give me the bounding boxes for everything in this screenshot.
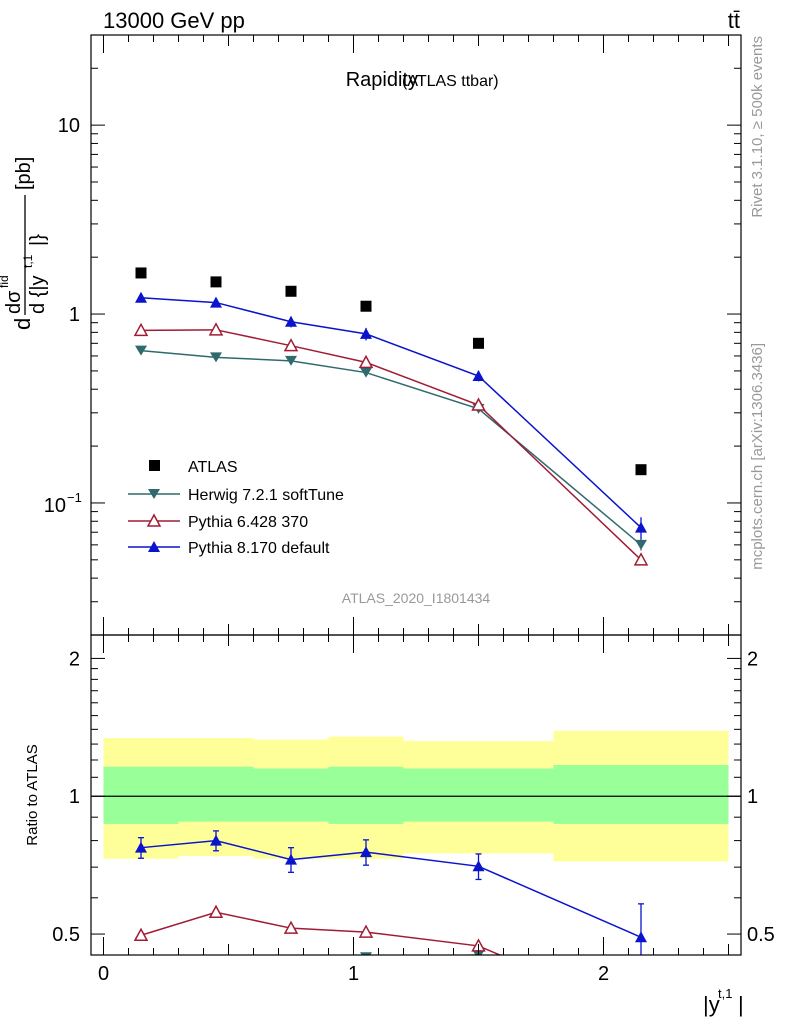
data-point-herwig	[635, 539, 647, 550]
ratio-ytick-label-right: 1	[747, 786, 758, 808]
data-point-pythia6	[133, 322, 149, 337]
data-point-pythia6	[283, 338, 299, 352]
main-ytick-label: 10	[58, 115, 80, 137]
ratio-ylabel: Ratio to ATLAS	[24, 744, 41, 845]
ratio-ytick-label-left: 2	[69, 648, 80, 670]
main-ytick-label: 10	[44, 495, 66, 517]
data-point-atlas	[210, 276, 222, 288]
ratio-point-pythia6	[133, 927, 149, 941]
ratio-point-pythia6	[208, 904, 224, 918]
legend-marker-pythia6	[146, 513, 162, 527]
ratio-xtick-label: 2	[598, 963, 609, 985]
ratio-ytick-label-right: 2	[747, 648, 758, 670]
ratio-line-pythia8	[140, 839, 642, 938]
svg-text:|: |	[738, 992, 744, 1017]
ratio-point-pythia8	[135, 841, 147, 853]
ratio-point-pythia8	[360, 846, 372, 858]
ratio-point-pythia6	[283, 920, 299, 934]
main-ytick-label: 1	[69, 304, 80, 326]
data-point-pythia8	[135, 291, 147, 303]
svg-text:d: d	[10, 318, 35, 330]
ratio-point-pythia6	[635, 1009, 647, 1020]
ratio-point-herwig	[285, 960, 297, 970]
process-label: tt̄	[728, 8, 740, 33]
ratio-line-pythia6	[140, 911, 502, 955]
ratio-point-pythia8	[210, 834, 222, 846]
svg-text:d {|y: d {|y	[27, 275, 49, 314]
data-point-pythia6	[633, 552, 649, 566]
svg-text:|}: |}	[27, 234, 49, 246]
ratio-band-inner	[103, 766, 179, 824]
series-line-pythia6	[140, 329, 642, 561]
ratio-point-herwig	[210, 974, 222, 984]
svg-text:fid: fid	[0, 275, 11, 288]
svg-text:[pb]: [pb]	[13, 157, 35, 190]
ratio-band-inner	[253, 768, 329, 822]
ratio-frame	[90, 634, 742, 956]
data-point-pythia8	[285, 315, 297, 327]
data-point-pythia8	[472, 369, 485, 381]
ratio-band-inner	[403, 768, 554, 822]
ratio-ytick-label-right: 0.5	[747, 924, 775, 946]
data-point-pythia6	[471, 397, 486, 411]
ratio-point-pythia8	[635, 931, 647, 943]
ratio-ytick-label-left: 1	[69, 786, 80, 808]
ratio-ytick-label-left: 0.5	[52, 924, 80, 946]
data-point-herwig	[360, 367, 372, 378]
ratio-line-herwig	[440, 954, 484, 955]
data-point-atlas	[285, 285, 297, 297]
energy-label: 13000 GeV pp	[103, 8, 245, 33]
data-point-herwig	[285, 355, 297, 366]
analysis-id: ATLAS_2020_I1801434	[342, 590, 491, 606]
svg-text:t,1: t,1	[21, 254, 35, 268]
svg-text:t,1: t,1	[718, 986, 732, 1001]
ratio-point-pythia8	[472, 860, 485, 872]
ratio-band-inner	[328, 766, 404, 824]
main-ylabel: d dσ fid d {|y t,1 |} [pb]	[0, 157, 49, 330]
svg-text:dσ: dσ	[3, 290, 25, 314]
series-line-pythia8	[140, 296, 642, 529]
ratio-band-inner	[178, 766, 254, 822]
ratio-point-pythia6	[358, 924, 374, 938]
ratio-point-pythia8	[285, 853, 297, 865]
data-point-atlas	[360, 300, 372, 312]
rivet-label: Rivet 3.1.10, ≥ 500k events	[749, 36, 766, 218]
ratio-xtick-label: 1	[348, 963, 359, 985]
ratio-band-inner	[553, 765, 729, 824]
plot-title: Rapidity	[346, 69, 418, 91]
data-point-pythia8	[635, 521, 647, 533]
legend: ATLAS Herwig 7.2.1 softTune Pythia 6.428…	[128, 459, 344, 557]
data-point-pythia8	[210, 296, 222, 308]
legend-label-herwig: Herwig 7.2.1 softTune	[188, 487, 344, 504]
data-point-atlas	[635, 464, 647, 476]
legend-marker-atlas	[149, 460, 160, 471]
data-point-atlas	[135, 267, 147, 279]
main-ytick-label-exp: −1	[67, 490, 82, 505]
plot-subtitle: (ATLAS ttbar)	[402, 73, 499, 90]
legend-marker-pythia8	[148, 541, 160, 552]
data-point-pythia6	[358, 354, 374, 369]
ratio-xtick-label: 0	[98, 963, 109, 985]
data-point-pythia6	[208, 322, 224, 336]
svg-text:|y: |y	[703, 992, 720, 1017]
ratio-point-herwig	[360, 952, 372, 955]
legend-marker-herwig	[148, 489, 160, 499]
data-point-herwig	[210, 352, 222, 363]
mcplots-label: mcplots.cern.ch [arXiv:1306.3436]	[749, 343, 766, 570]
legend-label-atlas: ATLAS	[188, 459, 238, 476]
legend-label-pythia8: Pythia 8.170 default	[188, 540, 330, 557]
legend-label-pythia6: Pythia 6.428 370	[188, 514, 308, 531]
data-point-atlas	[473, 337, 484, 349]
data-point-pythia8	[360, 327, 372, 339]
ratio-xlabel: |y t,1 |	[703, 986, 744, 1017]
data-point-herwig	[135, 345, 147, 356]
ratio-point-herwig	[135, 979, 147, 989]
ratio-point-herwig	[635, 973, 647, 983]
